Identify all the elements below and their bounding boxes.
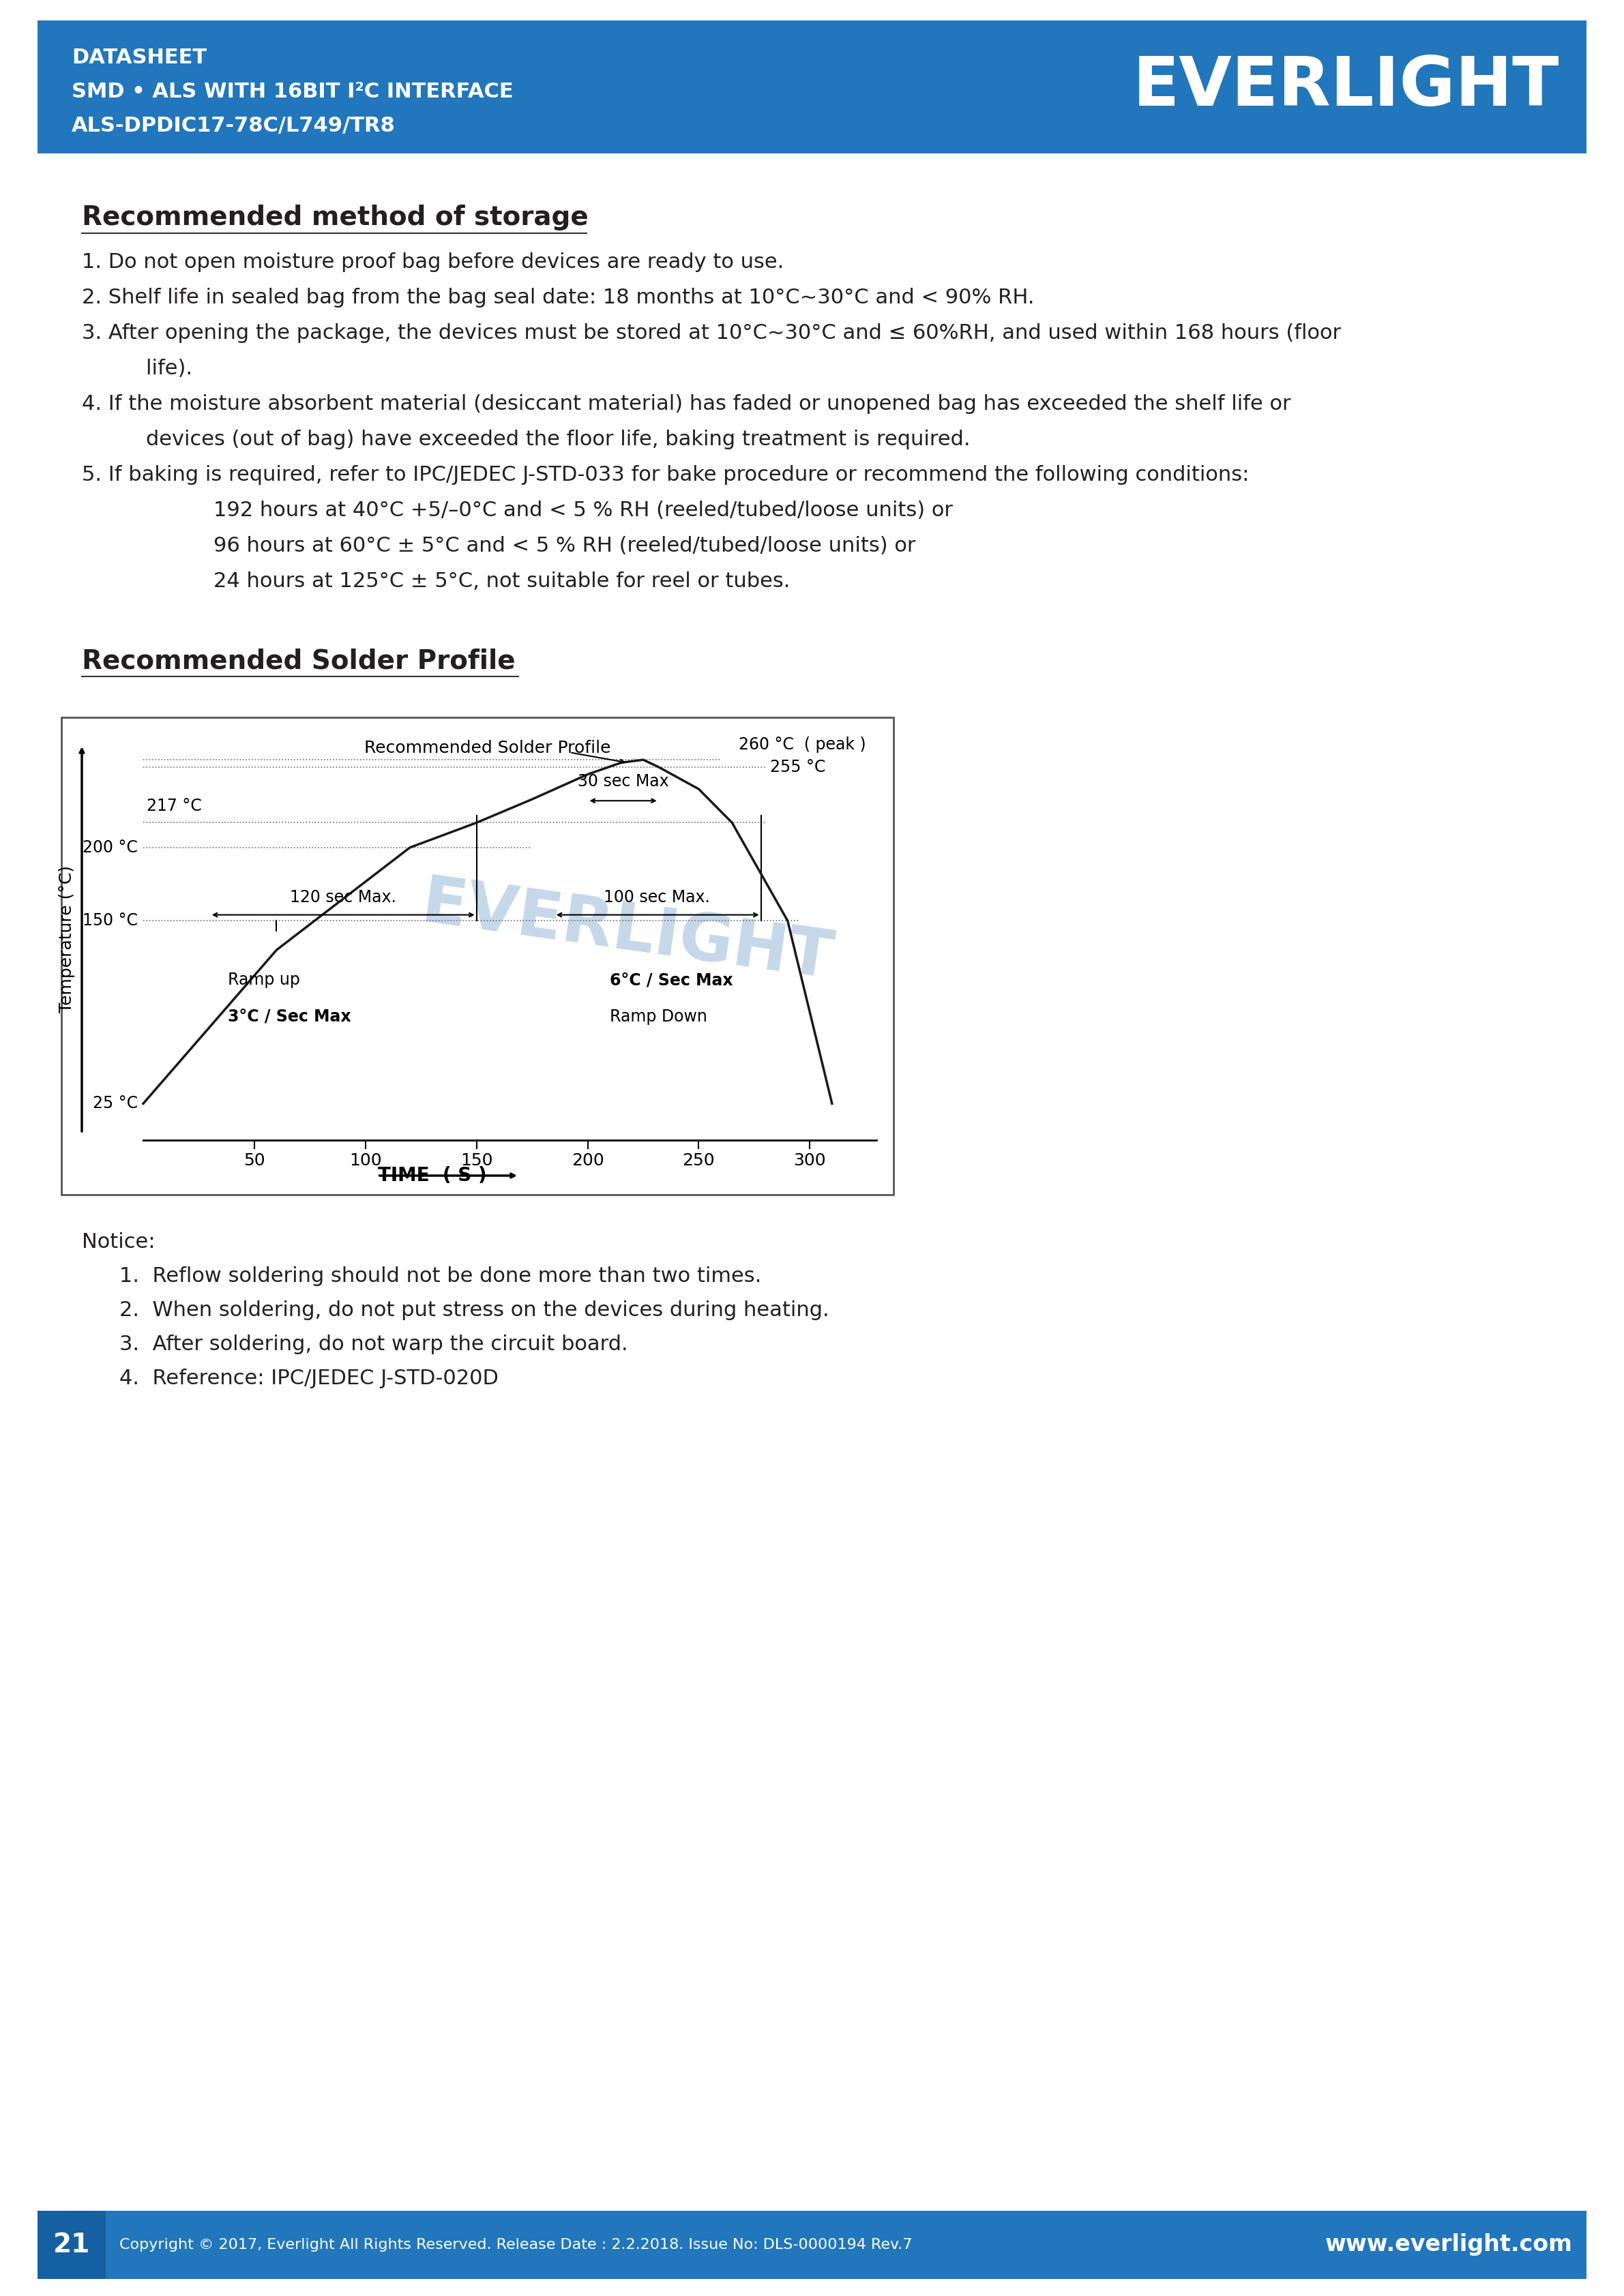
Text: www.everlight.com: www.everlight.com <box>1325 2234 1574 2257</box>
Text: 4. If the moisture absorbent material (desiccant material) has faded or unopened: 4. If the moisture absorbent material (d… <box>81 395 1291 413</box>
Text: 25 °C: 25 °C <box>93 1095 138 1111</box>
Text: 3. After opening the package, the devices must be stored at 10°C~30°C and ≤ 60%R: 3. After opening the package, the device… <box>81 324 1341 342</box>
Text: 21: 21 <box>54 2232 89 2257</box>
Text: 300: 300 <box>794 1153 827 1169</box>
Text: 255 °C: 255 °C <box>770 760 825 776</box>
Text: 200 °C: 200 °C <box>83 840 138 856</box>
Text: 120 sec Max.: 120 sec Max. <box>291 889 396 905</box>
Text: ALS-DPDIC17-78C/L749/TR8: ALS-DPDIC17-78C/L749/TR8 <box>71 115 395 135</box>
Text: TIME  ( S ): TIME ( S ) <box>378 1166 487 1185</box>
Text: 150: 150 <box>460 1153 492 1169</box>
Text: Ramp up: Ramp up <box>227 971 300 987</box>
Text: devices (out of bag) have exceeded the floor life, baking treatment is required.: devices (out of bag) have exceeded the f… <box>119 429 970 450</box>
Text: SMD • ALS WITH 16BIT I²C INTERFACE: SMD • ALS WITH 16BIT I²C INTERFACE <box>71 83 513 101</box>
Text: 4.  Reference: IPC/JEDEC J-STD-020D: 4. Reference: IPC/JEDEC J-STD-020D <box>119 1368 499 1389</box>
Bar <box>62 716 893 1194</box>
Text: 200: 200 <box>572 1153 604 1169</box>
Text: 24 hours at 125°C ± 5°C, not suitable for reel or tubes.: 24 hours at 125°C ± 5°C, not suitable fo… <box>161 572 791 590</box>
Bar <box>37 2211 1587 2280</box>
Text: 1. Do not open moisture proof bag before devices are ready to use.: 1. Do not open moisture proof bag before… <box>81 253 784 273</box>
Text: 2.  When soldering, do not put stress on the devices during heating.: 2. When soldering, do not put stress on … <box>119 1300 830 1320</box>
Text: Copyright © 2017, Everlight All Rights Reserved. Release Date : 2.2.2018. Issue : Copyright © 2017, Everlight All Rights R… <box>119 2239 913 2252</box>
Text: EVERLIGHT: EVERLIGHT <box>417 872 836 992</box>
Text: 150 °C: 150 °C <box>83 912 138 930</box>
Text: 192 hours at 40°C +5/–0°C and < 5 % RH (reeled/tubed/loose units) or: 192 hours at 40°C +5/–0°C and < 5 % RH (… <box>161 501 953 521</box>
Bar <box>37 2211 106 2280</box>
Text: Ramp Down: Ramp Down <box>611 1008 708 1024</box>
Text: EVERLIGHT: EVERLIGHT <box>1132 53 1559 119</box>
Text: 30 sec Max: 30 sec Max <box>578 774 669 790</box>
Text: life).: life). <box>119 358 192 379</box>
Text: Temperature (°C): Temperature (°C) <box>58 866 75 1013</box>
Text: 2. Shelf life in sealed bag from the bag seal date: 18 months at 10°C~30°C and <: 2. Shelf life in sealed bag from the bag… <box>81 287 1034 308</box>
Text: 3.  After soldering, do not warp the circuit board.: 3. After soldering, do not warp the circ… <box>119 1334 628 1355</box>
Text: 96 hours at 60°C ± 5°C and < 5 % RH (reeled/tubed/loose units) or: 96 hours at 60°C ± 5°C and < 5 % RH (ree… <box>161 535 916 556</box>
Bar <box>37 21 1587 154</box>
Text: 1.  Reflow soldering should not be done more than two times.: 1. Reflow soldering should not be done m… <box>119 1267 762 1286</box>
Text: 260 °C  ( peak ): 260 °C ( peak ) <box>739 737 866 753</box>
Text: Recommended method of storage: Recommended method of storage <box>81 204 588 230</box>
Text: Notice:: Notice: <box>81 1233 156 1251</box>
Text: 50: 50 <box>244 1153 265 1169</box>
Text: 6°C / Sec Max: 6°C / Sec Max <box>611 971 732 987</box>
Text: DATASHEET: DATASHEET <box>71 48 206 67</box>
Text: 5. If baking is required, refer to IPC/JEDEC J-STD-033 for bake procedure or rec: 5. If baking is required, refer to IPC/J… <box>81 466 1249 484</box>
Text: 250: 250 <box>682 1153 715 1169</box>
Text: 3°C / Sec Max: 3°C / Sec Max <box>227 1008 351 1024</box>
Text: Recommended Solder Profile: Recommended Solder Profile <box>364 739 611 755</box>
Text: 100: 100 <box>349 1153 382 1169</box>
Text: Recommended Solder Profile: Recommended Solder Profile <box>81 647 515 673</box>
Text: 100 sec Max.: 100 sec Max. <box>604 889 710 905</box>
Text: 217 °C: 217 °C <box>146 799 201 815</box>
